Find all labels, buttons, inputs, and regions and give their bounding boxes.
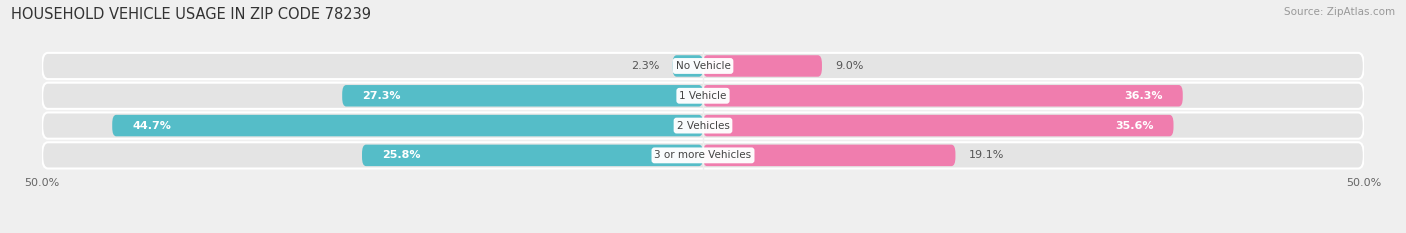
Text: 36.3%: 36.3% <box>1125 91 1163 101</box>
Text: 1 Vehicle: 1 Vehicle <box>679 91 727 101</box>
FancyBboxPatch shape <box>342 85 703 106</box>
Text: 3 or more Vehicles: 3 or more Vehicles <box>654 150 752 160</box>
Text: 9.0%: 9.0% <box>835 61 863 71</box>
Text: 19.1%: 19.1% <box>969 150 1004 160</box>
FancyBboxPatch shape <box>703 55 823 77</box>
FancyBboxPatch shape <box>112 115 703 136</box>
Text: No Vehicle: No Vehicle <box>675 61 731 71</box>
Text: 27.3%: 27.3% <box>361 91 401 101</box>
Text: 44.7%: 44.7% <box>132 120 172 130</box>
Legend: Owner-occupied, Renter-occupied: Owner-occupied, Renter-occupied <box>582 229 824 233</box>
FancyBboxPatch shape <box>42 113 1364 139</box>
Text: 35.6%: 35.6% <box>1115 120 1154 130</box>
Text: 2.3%: 2.3% <box>631 61 659 71</box>
Text: HOUSEHOLD VEHICLE USAGE IN ZIP CODE 78239: HOUSEHOLD VEHICLE USAGE IN ZIP CODE 7823… <box>11 7 371 22</box>
FancyBboxPatch shape <box>42 142 1364 168</box>
FancyBboxPatch shape <box>672 55 703 77</box>
FancyBboxPatch shape <box>703 115 1174 136</box>
FancyBboxPatch shape <box>703 145 956 166</box>
Text: 2 Vehicles: 2 Vehicles <box>676 120 730 130</box>
Text: Source: ZipAtlas.com: Source: ZipAtlas.com <box>1284 7 1395 17</box>
Text: 25.8%: 25.8% <box>382 150 420 160</box>
FancyBboxPatch shape <box>361 145 703 166</box>
FancyBboxPatch shape <box>42 53 1364 79</box>
FancyBboxPatch shape <box>703 85 1182 106</box>
FancyBboxPatch shape <box>42 83 1364 109</box>
